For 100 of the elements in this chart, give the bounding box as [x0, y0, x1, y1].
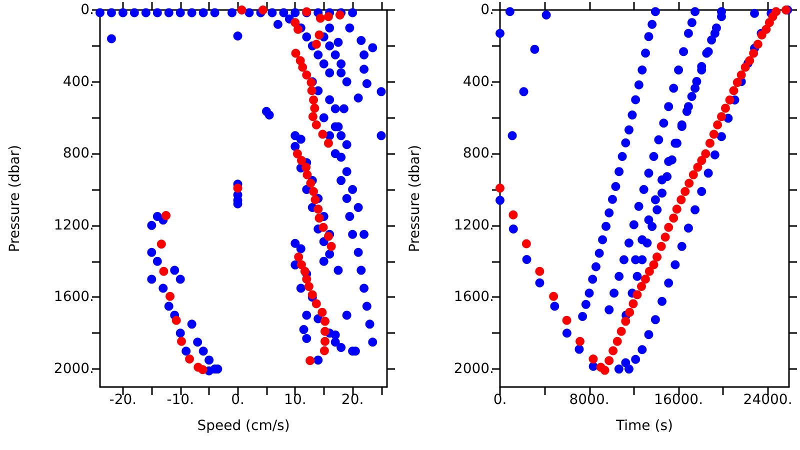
point	[535, 266, 544, 276]
point	[177, 336, 186, 346]
y-tick-label: 400.	[62, 74, 94, 90]
point	[318, 308, 327, 317]
point	[562, 316, 572, 325]
y-tick-label: 1200.	[454, 217, 494, 234]
point	[312, 40, 321, 49]
point	[713, 120, 722, 130]
y-tick-label: 400.	[462, 74, 494, 90]
y-tick-label: 0.	[80, 2, 94, 18]
point	[625, 308, 634, 317]
point	[233, 184, 242, 193]
y-tick-label: 1600.	[454, 289, 494, 306]
point	[740, 62, 750, 72]
point	[291, 48, 300, 58]
point	[656, 242, 666, 251]
point	[549, 292, 558, 301]
point	[745, 56, 754, 66]
y-tick-label: 800.	[462, 146, 494, 162]
point	[326, 242, 336, 251]
point	[302, 170, 312, 180]
point	[324, 12, 333, 22]
point	[312, 120, 321, 130]
point	[309, 95, 318, 104]
point	[522, 239, 531, 248]
x-tick-label: 20.	[341, 392, 364, 408]
point	[612, 336, 622, 346]
point	[294, 252, 304, 262]
point	[660, 232, 670, 242]
point	[314, 30, 324, 40]
point	[156, 240, 166, 249]
point	[676, 195, 686, 204]
point	[306, 178, 316, 188]
point	[314, 214, 324, 223]
point	[729, 86, 738, 96]
point	[652, 252, 662, 262]
point	[320, 346, 329, 356]
point	[649, 260, 658, 270]
point	[496, 184, 504, 193]
y-tick-label: 1200.	[54, 217, 94, 234]
x-tick-label: 24000.	[743, 392, 792, 408]
x-tick-label: 8000.	[569, 392, 610, 408]
point	[185, 354, 194, 364]
y-axis-title: Pressure (dbar)	[407, 144, 423, 252]
point	[302, 162, 311, 172]
point	[628, 299, 638, 308]
point	[688, 170, 698, 180]
point	[237, 6, 246, 14]
point	[701, 149, 710, 158]
point	[309, 187, 318, 196]
point	[616, 326, 626, 336]
point	[720, 104, 730, 113]
y-axis-title: Pressure (dbar)	[7, 144, 23, 252]
point	[749, 48, 758, 58]
point	[705, 138, 714, 148]
point	[684, 178, 694, 188]
y-tick-label: 1600.	[54, 289, 94, 306]
x-tick-label: -10.	[166, 392, 194, 408]
point	[600, 366, 610, 375]
point	[316, 14, 325, 23]
point	[159, 266, 168, 276]
y-tick-label: 0.	[480, 2, 494, 18]
y-tick-label: 2000.	[454, 361, 494, 378]
point	[772, 7, 781, 16]
point	[640, 274, 650, 284]
point	[588, 354, 598, 364]
point	[576, 336, 585, 346]
point	[300, 266, 310, 276]
point	[304, 282, 314, 291]
point	[302, 70, 312, 80]
point	[296, 156, 306, 165]
point	[302, 274, 312, 284]
point	[308, 290, 317, 300]
point	[725, 95, 734, 104]
point	[320, 316, 330, 326]
x-tick-label: 0.	[231, 392, 244, 408]
x-tick-label: -20.	[109, 392, 137, 408]
point	[290, 18, 300, 28]
x-tick-label: 10.	[284, 392, 306, 408]
point	[318, 130, 328, 139]
point	[307, 86, 316, 96]
point	[672, 204, 682, 214]
point	[312, 299, 321, 308]
point	[324, 138, 333, 148]
point	[320, 326, 330, 336]
point	[664, 222, 674, 232]
point	[310, 195, 320, 204]
point	[732, 78, 742, 88]
point	[637, 282, 646, 291]
point	[604, 356, 614, 366]
point	[308, 112, 318, 122]
point	[644, 266, 654, 276]
point	[314, 204, 323, 214]
point	[162, 211, 171, 220]
point	[258, 6, 268, 14]
y-tick-label: 800.	[62, 146, 94, 162]
point	[753, 40, 762, 49]
point	[709, 130, 718, 139]
point	[296, 260, 306, 270]
point	[508, 210, 518, 220]
